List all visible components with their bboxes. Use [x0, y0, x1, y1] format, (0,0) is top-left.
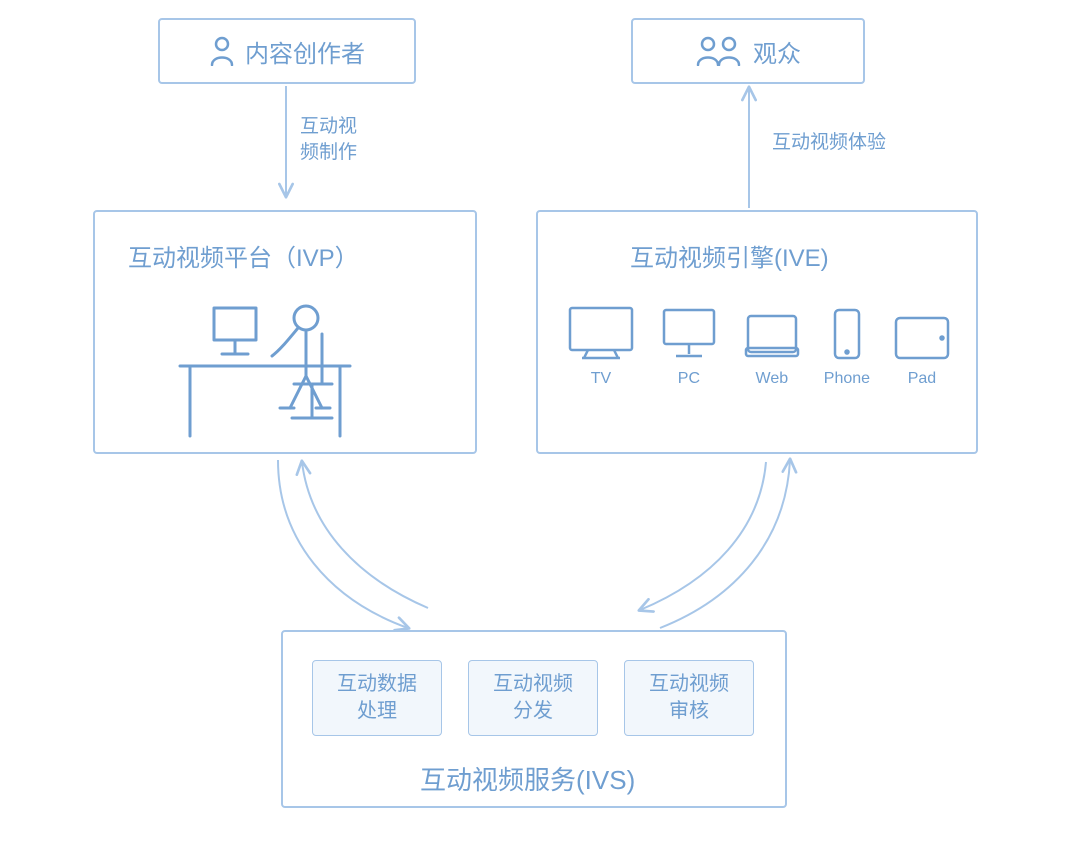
- device-web: Web: [742, 308, 802, 388]
- device-row: TV PC Web Phone Pad: [566, 302, 952, 388]
- device-tv-label: TV: [591, 370, 611, 388]
- device-phone-label: Phone: [824, 370, 870, 388]
- workstation-icon: [172, 290, 392, 440]
- ivs-sub-audit: 互动视频 审核: [624, 660, 754, 736]
- person-icon: [209, 36, 235, 66]
- ivp-title: 互动视频平台（IVP）: [128, 238, 359, 273]
- ivs-sub-dist: 互动视频 分发: [468, 660, 598, 736]
- ivs-sub-data: 互动数据 处理: [312, 660, 442, 736]
- device-pc: PC: [658, 304, 720, 388]
- node-audience: 观众: [631, 18, 865, 84]
- edge-ivp-ivs-b: [302, 462, 428, 608]
- edge-ive-ivs-a: [660, 460, 790, 628]
- node-audience-label: 观众: [753, 34, 801, 69]
- device-pad: Pad: [892, 314, 952, 388]
- ivs-sub-data-label: 互动数据 处理: [337, 671, 417, 725]
- ivs-title: 互动视频服务(IVS): [420, 760, 635, 797]
- device-pad-label: Pad: [908, 370, 936, 388]
- device-phone: Phone: [824, 306, 870, 388]
- people-icon: [695, 36, 743, 66]
- ivs-sub-audit-label: 互动视频 审核: [649, 671, 729, 725]
- device-tv: TV: [566, 302, 636, 388]
- node-creator: 内容创作者: [158, 18, 416, 84]
- ive-title: 互动视频引擎(IVE): [630, 238, 829, 273]
- device-web-label: Web: [756, 370, 789, 388]
- ivs-sub-dist-label: 互动视频 分发: [493, 671, 573, 725]
- edge-ive-ivs-b: [640, 462, 766, 610]
- device-pc-label: PC: [678, 370, 700, 388]
- edge-label-creator-ivp: 互动视 频制作: [300, 114, 357, 165]
- edge-label-ive-audience: 互动视频体验: [772, 130, 886, 156]
- node-creator-label: 内容创作者: [245, 34, 365, 69]
- edge-ivp-ivs-a: [278, 460, 408, 628]
